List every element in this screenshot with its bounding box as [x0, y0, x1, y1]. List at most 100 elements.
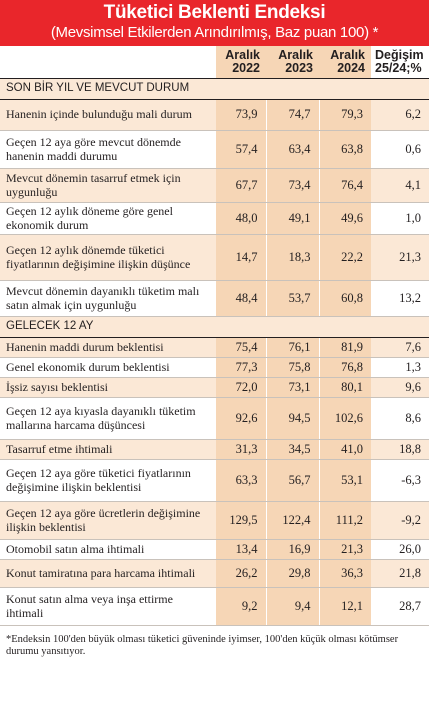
row-label: Geçen 12 aylık dönemde tüketici fiyatlar…: [0, 234, 216, 281]
value-cell: 67,7: [216, 168, 267, 203]
value-cell: 41,0: [319, 439, 371, 460]
value-cell: 6,2: [371, 99, 429, 131]
table-row: Tasarruf etme ihtimali 31,3 34,5 41,0 18,8: [0, 439, 429, 460]
value-cell: 16,9: [266, 539, 320, 560]
value-cell: 4,1: [371, 168, 429, 203]
value-cell: 74,7: [266, 99, 320, 131]
value-cell: 48,0: [216, 202, 267, 235]
row-label: Tasarruf etme ihtimali: [0, 439, 216, 460]
value-cell: -6,3: [371, 459, 429, 502]
value-cell: 76,8: [319, 357, 371, 378]
value-cell: 48,4: [216, 280, 267, 317]
col-header-2024: Aralık 2024: [319, 46, 371, 79]
value-cell: 73,4: [266, 168, 320, 203]
row-label: Konut satın alma veya inşa ettirme ihtim…: [0, 587, 216, 626]
value-cell: 14,7: [216, 234, 267, 281]
table-row: Konut satın alma veya inşa ettirme ihtim…: [0, 587, 429, 626]
value-cell: 75,4: [216, 337, 267, 358]
value-cell: 73,1: [266, 377, 320, 398]
row-label: Geçen 12 aya göre tüketici fiyatlarının …: [0, 459, 216, 502]
table-subtitle: (Mevsimsel Etkilerden Arındırılmış, Baz …: [50, 24, 379, 41]
value-cell: 26,2: [216, 559, 267, 588]
row-label: Genel ekonomik durum beklentisi: [0, 357, 216, 378]
value-cell: 22,2: [319, 234, 371, 281]
section-heading: GELECEK 12 AY: [0, 316, 429, 338]
value-cell: 76,1: [266, 337, 320, 358]
table-row: Geçen 12 aya göre ücretlerin değişimine …: [0, 501, 429, 540]
value-cell: 49,1: [266, 202, 320, 235]
value-cell: 81,9: [319, 337, 371, 358]
value-cell: 34,5: [266, 439, 320, 460]
value-cell: 9,6: [371, 377, 429, 398]
table-row: Mevcut dönemin tasarruf etmek için uygun…: [0, 168, 429, 203]
section-heading-row: GELECEK 12 AY: [0, 316, 429, 338]
table-row: Geçen 12 aylık dönemde tüketici fiyatlar…: [0, 234, 429, 281]
value-cell: 13,2: [371, 280, 429, 317]
value-cell: 80,1: [319, 377, 371, 398]
table-row: Geçen 12 aya göre tüketici fiyatlarının …: [0, 459, 429, 502]
row-label: Mevcut dönemin tasarruf etmek için uygun…: [0, 168, 216, 203]
table-row: Konut tamiratına para harcama ihtimali 26…: [0, 559, 429, 588]
table-body: SON BİR YIL VE MEVCUT DURUM Hanenin içind…: [0, 78, 429, 626]
value-cell: 28,7: [371, 587, 429, 626]
value-cell: 92,6: [216, 397, 267, 440]
value-cell: 73,9: [216, 99, 267, 131]
col-header-change: Değişim 25/24;%: [371, 46, 429, 79]
value-cell: 53,1: [319, 459, 371, 502]
value-cell: 63,3: [216, 459, 267, 502]
consumer-expectation-table: Aralık 2022 Aralık 2023 Aralık 2024 Değişim…: [0, 46, 429, 626]
footnote: *Endeksin 100'den büyük olması tüketici …: [6, 634, 399, 657]
value-cell: 56,7: [266, 459, 320, 502]
value-cell: 53,7: [266, 280, 320, 317]
header-blank: [0, 46, 216, 79]
col-header-2022: Aralık 2022: [216, 46, 266, 79]
header-row: Aralık 2022 Aralık 2023 Aralık 2024 Değişim…: [0, 46, 429, 79]
table-row: Genel ekonomik durum beklentisi 77,3 75,8 7…: [0, 357, 429, 378]
section-heading-row: SON BİR YIL VE MEVCUT DURUM: [0, 78, 429, 100]
row-label: Geçen 12 aya kıyasla dayanıklı tüketim m…: [0, 397, 216, 440]
row-label: Geçen 12 aya göre mevcut dönemde hanenin…: [0, 130, 216, 169]
value-cell: 31,3: [216, 439, 267, 460]
value-cell: 18,3: [266, 234, 320, 281]
table-row: Geçen 12 aya göre mevcut dönemde hanenin…: [0, 130, 429, 169]
table-row: Geçen 12 aya kıyasla dayanıklı tüketim m…: [0, 397, 429, 440]
value-cell: 7,6: [371, 337, 429, 358]
table-title: Tüketici Beklenti Endeksi: [103, 2, 326, 23]
value-cell: 8,6: [371, 397, 429, 440]
value-cell: 77,3: [216, 357, 267, 378]
table-row: Mevcut dönemin dayanıklı tüketim malı sa…: [0, 280, 429, 317]
value-cell: 21,3: [319, 539, 371, 560]
value-cell: 129,5: [216, 501, 267, 540]
value-cell: 21,3: [371, 234, 429, 281]
value-cell: 72,0: [216, 377, 267, 398]
value-cell: 79,3: [319, 99, 371, 131]
value-cell: 36,3: [319, 559, 371, 588]
title-banner: Tüketici Beklenti Endeksi (Mevsimsel Etk…: [0, 0, 429, 46]
col-header-2023: Aralık 2023: [266, 46, 319, 79]
value-cell: 0,6: [371, 130, 429, 169]
row-label: Konut tamiratına para harcama ihtimali: [0, 559, 216, 588]
value-cell: 26,0: [371, 539, 429, 560]
value-cell: 122,4: [266, 501, 320, 540]
value-cell: 18,8: [371, 439, 429, 460]
table-row: Otomobil satın alma ihtimali 13,4 16,9 21,3…: [0, 539, 429, 560]
value-cell: 63,8: [319, 130, 371, 169]
row-label: Otomobil satın alma ihtimali: [0, 539, 216, 560]
row-label: Mevcut dönemin dayanıklı tüketim malı sa…: [0, 280, 216, 317]
value-cell: 9,4: [266, 587, 320, 626]
row-label: Geçen 12 aylık döneme göre genel ekonomi…: [0, 202, 216, 235]
value-cell: 9,2: [216, 587, 267, 626]
value-cell: 1,3: [371, 357, 429, 378]
value-cell: 13,4: [216, 539, 267, 560]
value-cell: 49,6: [319, 202, 371, 235]
value-cell: 1,0: [371, 202, 429, 235]
value-cell: 63,4: [266, 130, 320, 169]
value-cell: 94,5: [266, 397, 320, 440]
value-cell: 111,2: [319, 501, 371, 540]
value-cell: 75,8: [266, 357, 320, 378]
section-heading: SON BİR YIL VE MEVCUT DURUM: [0, 78, 429, 100]
table-row: İşsiz sayısı beklentisi 72,0 73,1 80,1 9,6: [0, 377, 429, 398]
value-cell: 12,1: [319, 587, 371, 626]
value-cell: 57,4: [216, 130, 267, 169]
value-cell: -9,2: [371, 501, 429, 540]
